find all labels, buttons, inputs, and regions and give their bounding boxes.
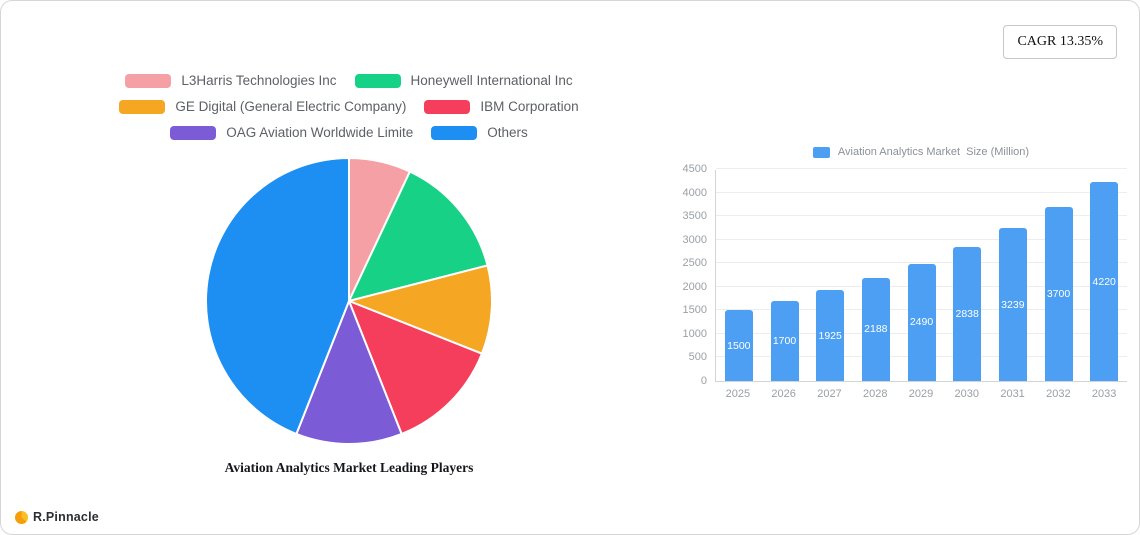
bar-legend-label: Aviation Analytics Market Size (Million) [837,146,1030,158]
bar-column: 2188 [853,170,899,381]
pie-legend: L3Harris Technologies Inc Honeywell Inter… [41,73,657,140]
pie-chart [41,156,657,446]
pie-chart-title: Aviation Analytics Market Leading Player… [224,460,474,475]
bar-chart-panel: Aviation Analytics Market Size (Million)… [671,146,1127,400]
y-gridline [716,168,1127,169]
bar-value-label: 1500 [727,339,751,352]
bar-value-label: 3239 [1001,298,1025,311]
bar-column: 2838 [944,170,990,381]
pie-legend-item[interactable]: OAG Aviation Worldwide Limite [170,125,413,140]
x-axis-label-2031: 2031 [1000,388,1025,400]
brand-name: R.Pinnacle [33,510,99,524]
bar-plot-area: 0 500 1000 1500 2000 2500 3000 3500 4000 4500 1500… [683,163,1127,387]
bar-column: 3700 [1036,170,1082,381]
bar-value-label: 4220 [1092,275,1116,288]
pie-slice[interactable] [347,299,484,436]
bar-value-label: 2838 [955,308,979,321]
pie-slice[interactable] [347,170,489,303]
bar-column: 1500 [716,170,762,381]
y-gridline [716,238,1127,240]
y-axis-tick-label: 0 [700,375,707,387]
pie-svg [205,156,494,445]
bar-2025[interactable]: 1500 [724,310,753,381]
y-gridline [716,191,1127,193]
bar-column: 4220 [1081,170,1127,381]
bar-column: 1925 [807,170,853,381]
x-axis-labels: 2025 2026 2027 2028 2029 2030 2031 2032 2033 [715,388,1127,400]
legend-item-label: IBM Corporation [480,99,579,114]
cagr-label: CAGR 13.35% [1017,34,1103,49]
legend-item-label: L3Harris Technologies Inc [181,73,337,88]
legend-swatch-icon [354,73,401,88]
y-gridline [716,262,1127,264]
pie-legend-item[interactable]: Honeywell International Inc [354,73,573,88]
y-axis-tick-label: 1000 [682,327,707,340]
legend-item-label: Others [487,125,528,140]
bar-2033[interactable]: 4220 [1090,182,1119,381]
pie-legend-row: L3Harris Technologies Inc Honeywell Inter… [41,73,657,88]
cagr-badge: CAGR 13.35% [1003,25,1117,59]
legend-item-label: Honeywell International Inc [410,73,573,88]
y-axis-tick-label: 3500 [682,210,707,223]
bar-value-label: 1925 [818,329,842,342]
bar-value-label: 2490 [909,316,934,329]
y-axis-tick-label: 500 [688,351,707,364]
pie-slice[interactable] [205,156,350,436]
bar-column: 2490 [899,170,945,381]
y-axis-tick-label: 4000 [682,186,707,199]
bar-column: 3239 [990,170,1036,381]
x-axis-label-2028: 2028 [862,388,888,400]
legend-swatch-icon [170,125,217,140]
pie-slice[interactable] [345,264,494,355]
legend-item-label: OAG Aviation Worldwide Limite [226,125,414,140]
x-axis-label-2027: 2027 [817,388,842,400]
bar-value-label: 3700 [1046,287,1071,300]
brand-logo-icon [15,510,28,524]
x-axis-label-2026: 2026 [771,388,796,400]
bar-chart-legend[interactable]: Aviation Analytics Market Size (Million) [715,146,1127,158]
pie-legend-item[interactable]: Others [431,125,528,140]
legend-swatch-icon [125,73,172,88]
pie-legend-item[interactable]: GE Digital (General Electric Company) [119,99,406,114]
bar-2026[interactable]: 1700 [770,300,799,381]
bar-2028[interactable]: 2188 [861,277,890,381]
y-gridline [716,215,1127,217]
legend-swatch-icon [424,99,471,114]
x-axis-label-2030: 2030 [954,388,980,400]
pie-legend-row: OAG Aviation Worldwide Limite Others [41,125,657,140]
x-axis-label-2029: 2029 [908,388,934,400]
pie-legend-item[interactable]: L3Harris Technologies Inc [125,73,337,88]
pie-chart-panel: L3Harris Technologies Inc Honeywell Inter… [41,73,657,476]
bar-2027[interactable]: 1925 [816,290,845,381]
x-axis-label-2025: 2025 [725,388,751,400]
y-axis-tick-label: 1500 [682,304,707,317]
legend-item-label: GE Digital (General Electric Company) [175,99,407,114]
legend-swatch-icon [119,99,166,114]
bar-column: 1700 [762,170,808,381]
bar-2029[interactable]: 2490 [907,263,936,381]
bar-2032[interactable]: 3700 [1044,206,1073,381]
pie-legend-row: GE Digital (General Electric Company) IBM… [41,99,657,114]
bar-value-label: 1700 [772,334,797,347]
legend-swatch-icon [431,125,478,140]
x-axis-label-2033: 2033 [1091,388,1117,400]
pie-legend-item[interactable]: IBM Corporation [424,99,579,114]
y-axis-tick-label: 2500 [682,257,707,270]
bar-legend-swatch-icon [812,146,830,158]
bar-2030[interactable]: 2838 [953,247,982,381]
bar-value-label: 2188 [864,323,888,336]
x-axis-label-2032: 2032 [1046,388,1071,400]
y-axis-tick-label: 4500 [682,163,707,175]
y-axis-tick-label: 3000 [682,233,707,246]
pie-slice[interactable] [295,298,403,445]
y-axis-tick-label: 2000 [682,280,707,293]
bar-2031[interactable]: 3239 [998,228,1027,381]
brand-footer: R.Pinnacle [15,510,99,524]
bars-container: 1500 1700 1925 2188 2490 2838 3239 3700 4220 [716,170,1127,381]
